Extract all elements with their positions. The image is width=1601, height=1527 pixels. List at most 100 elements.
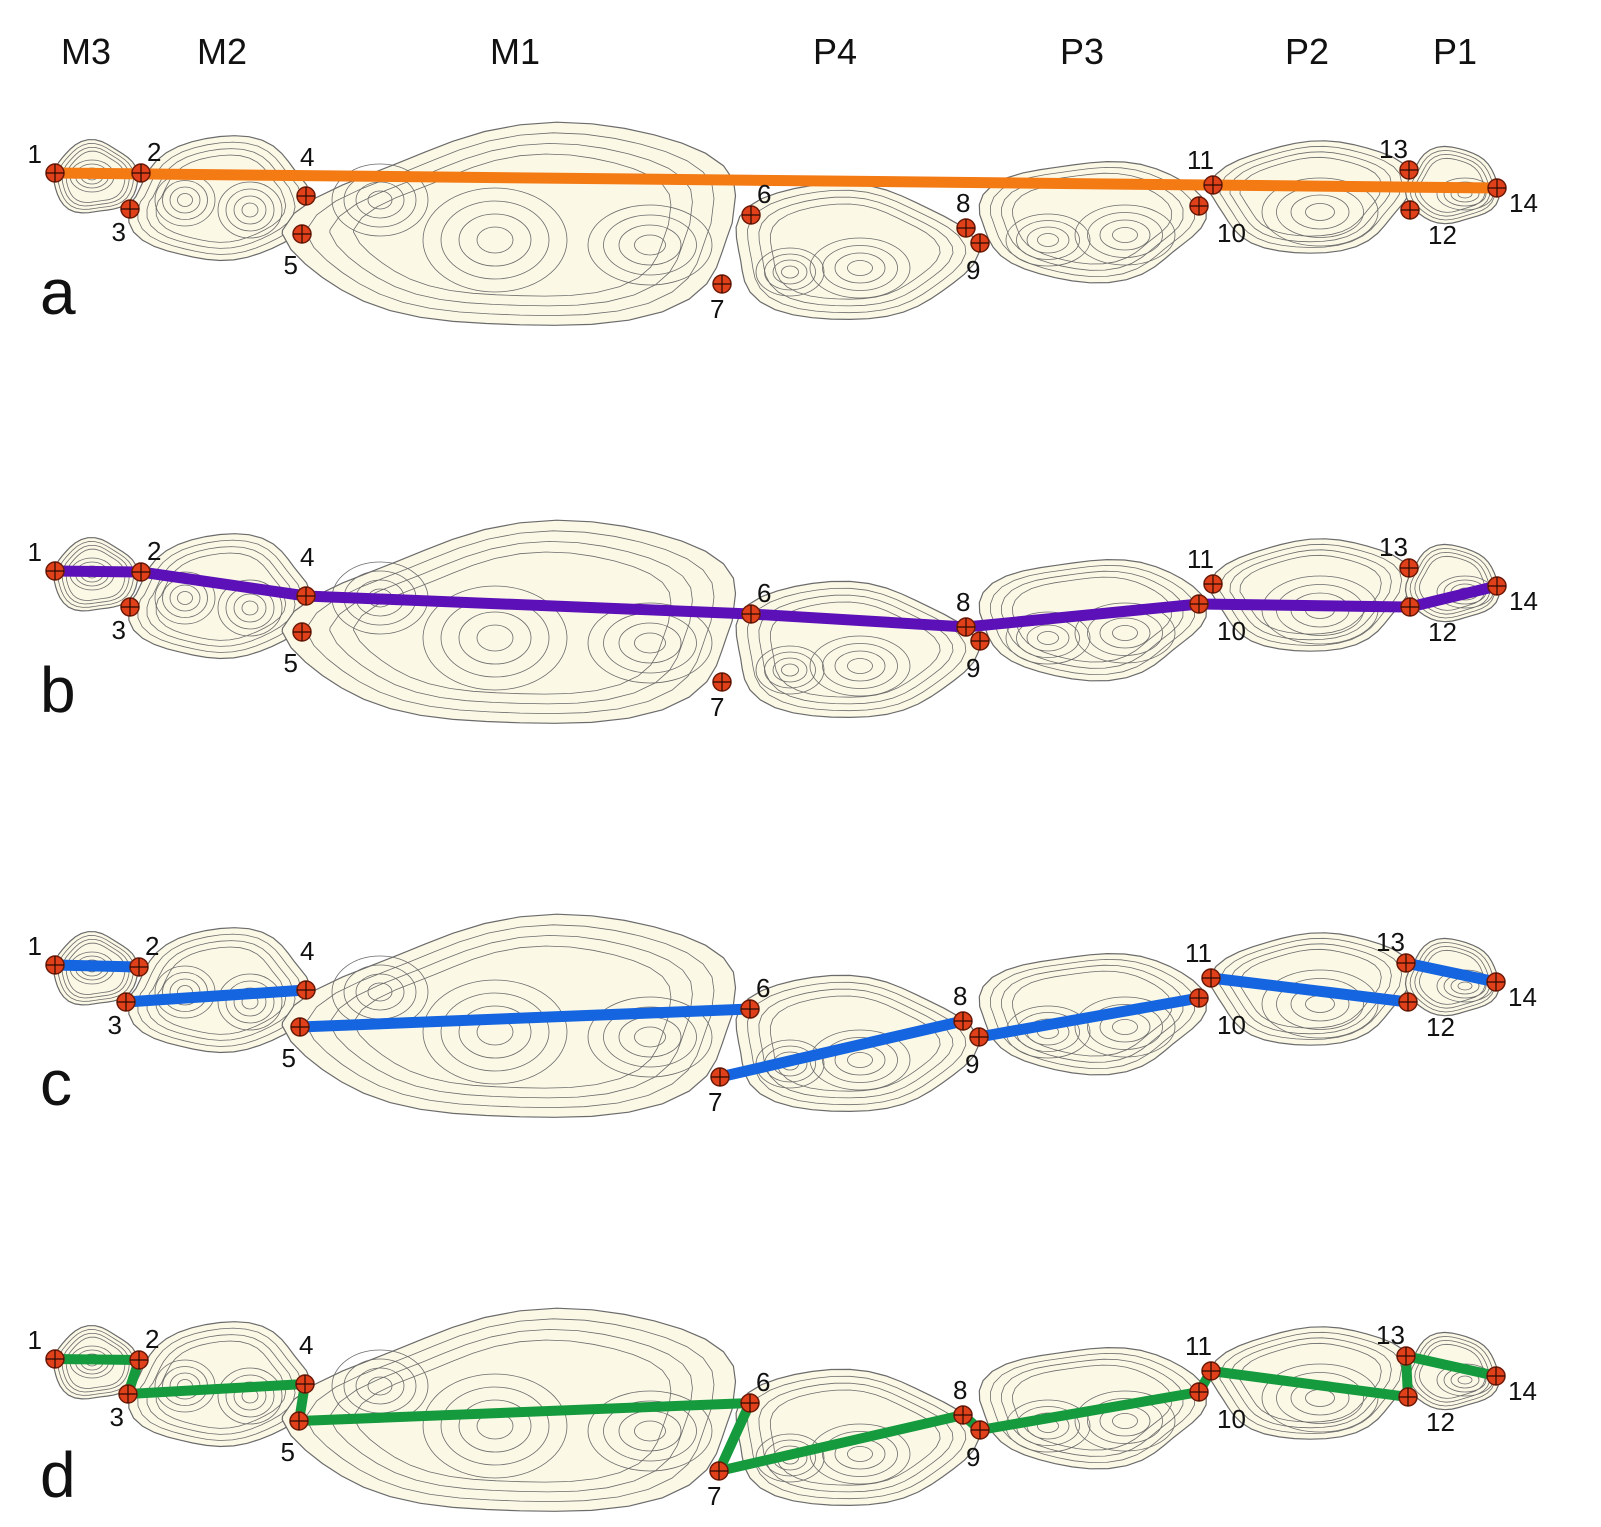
tooth-p2 [1209, 538, 1413, 652]
panel-label: b [40, 654, 76, 726]
tooth-contour [1001, 172, 1184, 271]
cusp-contour [834, 650, 886, 682]
landmark-label: 9 [966, 255, 980, 285]
landmark-1: 1 [28, 537, 65, 581]
tooth-contour [1414, 945, 1491, 1009]
cusp-contour [764, 253, 816, 291]
tooth-contour [758, 594, 954, 705]
tooth-contour [146, 546, 296, 647]
tooth-outline [978, 558, 1207, 682]
tooth-contour [1001, 1358, 1184, 1457]
cusp-contour [225, 188, 275, 232]
tooth-contour [1219, 1331, 1403, 1434]
landmark-crosshair [971, 234, 989, 252]
cusp-contour [1087, 1398, 1163, 1444]
tooth-m1 [281, 121, 737, 326]
landmark-label: 2 [147, 137, 161, 167]
cusp-contour [1026, 226, 1070, 254]
tooth-contour [146, 940, 296, 1041]
tooth-outline [735, 182, 980, 321]
cusp-contour [809, 635, 911, 697]
landmark-label: 3 [112, 615, 126, 645]
tooth-contour [1239, 554, 1382, 635]
landmark-3: 3 [110, 1384, 138, 1432]
landmark-11: 11 [1187, 145, 1223, 195]
landmark-crosshair [46, 1350, 64, 1368]
cusp-contour [241, 600, 259, 616]
tooth-label-p4: P4 [813, 31, 857, 72]
measurement-line [1210, 972, 1409, 1008]
landmark-crosshair [1488, 577, 1506, 595]
tooth-contour [1418, 1343, 1486, 1399]
landmark-crosshair [957, 219, 975, 237]
cusp-contour [1261, 177, 1379, 247]
landmark-crosshair [1190, 595, 1208, 613]
cusp-contour [367, 1376, 393, 1396]
landmark-crosshair [971, 1421, 989, 1439]
tooth-label-m1: M1 [490, 31, 540, 72]
landmark-crosshair [1204, 575, 1222, 593]
tooth-contour [1219, 543, 1403, 646]
cusp-contour [1099, 219, 1151, 251]
measurement-lines [54, 167, 1498, 194]
tooth-contour [989, 958, 1196, 1069]
landmark-crosshair [293, 623, 311, 641]
cusp-contour [618, 224, 682, 266]
tooth-contour [137, 539, 305, 653]
landmark-crosshair [1401, 201, 1419, 219]
cusp-contour [634, 234, 666, 256]
teeth [53, 519, 1500, 724]
landmark-crosshair [971, 632, 989, 650]
landmark-crosshair [957, 618, 975, 636]
tooth-contour [1409, 941, 1495, 1013]
tooth-contour [758, 1382, 954, 1493]
landmark-label: 14 [1509, 188, 1538, 218]
landmark-crosshair [297, 187, 315, 205]
cusp-contour [634, 1420, 666, 1442]
landmark-13: 13 [1376, 927, 1416, 973]
tooth-contour [1219, 937, 1403, 1040]
cusp-contour [154, 571, 216, 625]
cusp-contour [847, 260, 873, 276]
cusp-contour [1005, 213, 1091, 267]
panel-label: d [40, 1439, 76, 1511]
tooth-outline [1209, 140, 1413, 254]
cusp-contour [1037, 631, 1059, 645]
landmark-11: 11 [1187, 544, 1223, 594]
landmark-label: 7 [710, 692, 724, 722]
landmark-label: 14 [1509, 586, 1538, 616]
landmark-label: 11 [1185, 938, 1212, 968]
tooth-contour [747, 1375, 967, 1500]
landmark-label: 5 [282, 1043, 296, 1073]
cusp-contour [233, 195, 267, 225]
landmark-label: 13 [1376, 1320, 1405, 1350]
landmark-11: 11 [1185, 1331, 1221, 1381]
landmark-label: 8 [953, 1375, 967, 1405]
cusp-contour [331, 163, 429, 237]
landmark-crosshair [1487, 1367, 1505, 1385]
landmark-3: 3 [112, 199, 140, 247]
landmark-crosshair [1399, 993, 1417, 1011]
cusp-contour [1261, 969, 1379, 1039]
cusp-contour [367, 190, 393, 210]
landmark-12: 12 [1400, 597, 1457, 647]
landmark-crosshair [121, 598, 139, 616]
cusp-contour [772, 259, 808, 285]
cusp-contour [822, 1431, 898, 1477]
landmark-label: 11 [1187, 145, 1214, 175]
cusp-contour [233, 1381, 267, 1411]
cusp-contour [1457, 1375, 1473, 1385]
tooth-outline [281, 519, 737, 724]
landmark-10: 10 [1189, 1382, 1246, 1434]
landmark-crosshair [1399, 1388, 1417, 1406]
landmark-label: 8 [956, 188, 970, 218]
cusp-contour [458, 611, 532, 665]
landmark-label: 3 [110, 1402, 124, 1432]
landmark-label: 4 [300, 936, 314, 966]
landmark-10: 10 [1189, 196, 1246, 248]
landmark-crosshair [1401, 598, 1419, 616]
landmark-label: 5 [284, 250, 298, 280]
landmark-7: 7 [710, 274, 732, 324]
